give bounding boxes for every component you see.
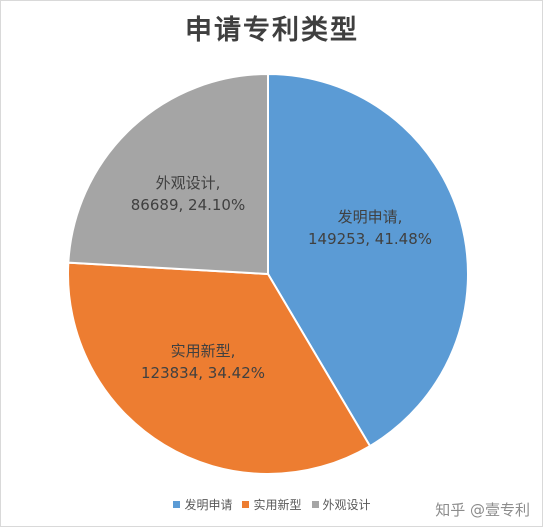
slice-value-3: 86689, 24.10% xyxy=(131,196,245,214)
legend-label: 发明申请 xyxy=(184,498,233,512)
slice-value-1: 149253, 41.48% xyxy=(308,230,432,248)
pie-slice-1 xyxy=(267,72,469,448)
legend-label: 实用新型 xyxy=(253,498,302,512)
legend: 发明申请 实用新型 外观设计 xyxy=(0,496,544,513)
legend-item-2: 实用新型 xyxy=(242,496,302,513)
slice-label-2: 实用新型, xyxy=(171,342,236,360)
legend-swatch xyxy=(311,501,319,508)
legend-item-1: 发明申请 xyxy=(173,496,232,513)
pie-slice-2 xyxy=(67,261,372,475)
chart-title: 申请专利类型 xyxy=(185,15,359,46)
watermark: 知乎 @壹专利 xyxy=(435,501,530,519)
legend-swatch xyxy=(173,501,181,508)
legend-swatch xyxy=(242,501,250,508)
slice-label-3: 外观设计, xyxy=(156,174,221,192)
pie-slice-3 xyxy=(67,72,269,276)
legend-item-3: 外观设计 xyxy=(311,496,371,513)
slice-label-1: 发明申请, xyxy=(338,208,403,226)
slice-value-2: 123834, 34.42% xyxy=(141,364,265,382)
legend-label: 外观设计 xyxy=(322,498,371,512)
